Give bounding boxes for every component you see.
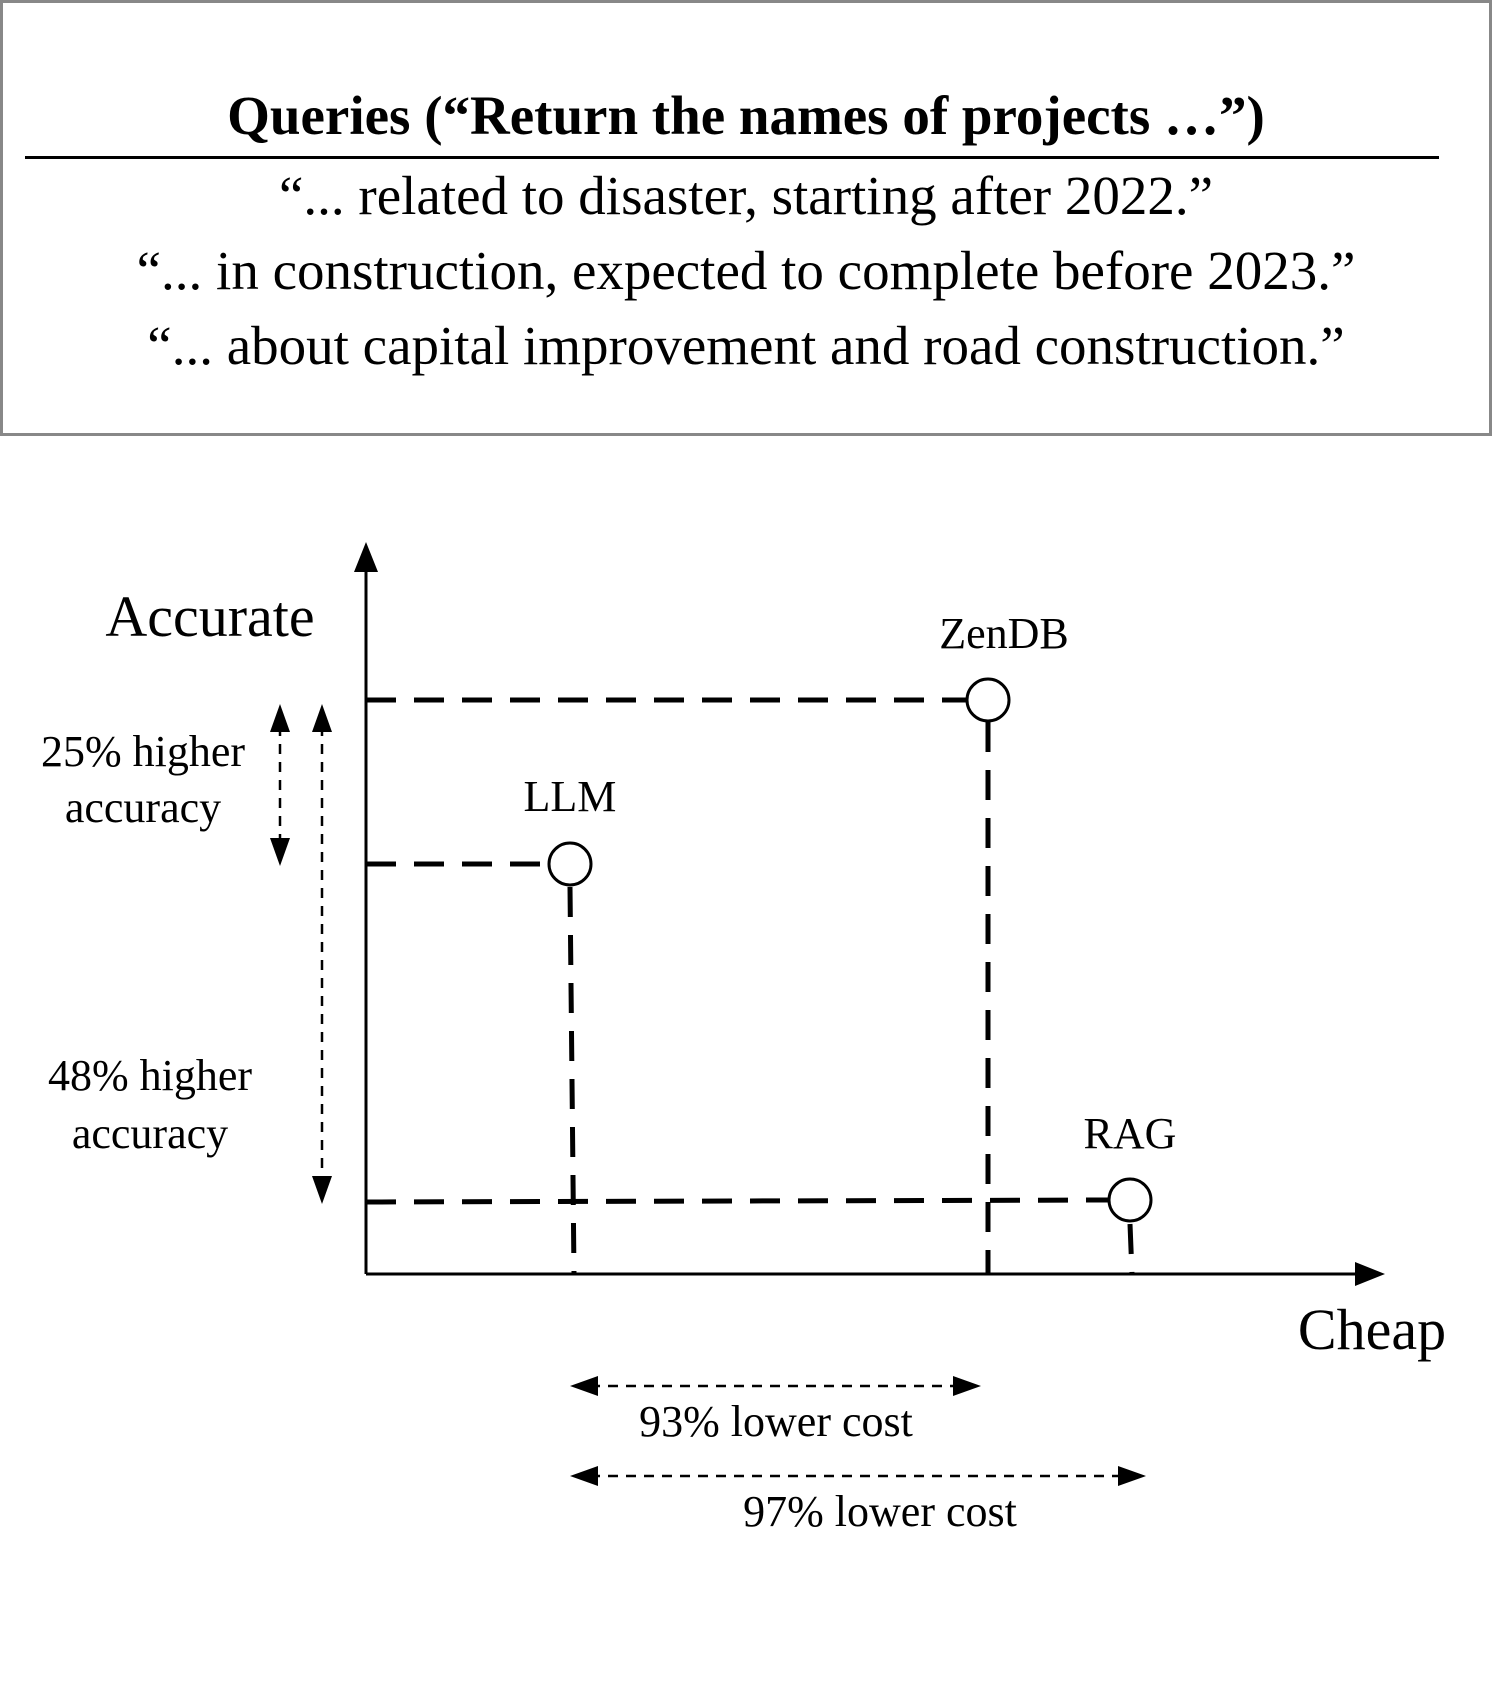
zendb-label: ZenDB [939, 609, 1069, 658]
cost-93-label: 93% lower cost [639, 1397, 913, 1446]
acc-48-arrowhead-down [312, 1176, 332, 1204]
query-line-3: “... about capital improvement and road … [147, 315, 1345, 376]
query-line-2: “... in construction, expected to comple… [136, 240, 1356, 301]
x-axis-label: Cheap [1298, 1297, 1446, 1362]
acc-25-label-line1: 25% higher [41, 727, 245, 776]
llm-label: LLM [524, 772, 617, 821]
y-axis-arrowhead [354, 542, 378, 572]
acc-25-arrowhead-up [270, 704, 290, 732]
queries-box: Queries (“Return the names of projects …… [0, 0, 1492, 436]
tradeoff-diagram: Accurate Cheap ZenDB LLM RAG 25% higher … [41, 542, 1446, 1536]
rag-vertical-guide [1127, 1223, 1135, 1275]
cost-93-arrowhead-left [570, 1376, 598, 1396]
cost-97-arrowhead-right [1118, 1466, 1146, 1486]
x-axis-arrowhead [1355, 1262, 1385, 1286]
acc-25-label-line2: accuracy [65, 783, 221, 832]
acc-48-label-line2: accuracy [72, 1109, 228, 1158]
acc-48-arrowhead-up [312, 704, 332, 732]
query-line-1: “... related to disaster, starting after… [279, 165, 1213, 226]
llm-point [547, 841, 593, 887]
acc-25-arrowhead-down [270, 838, 290, 866]
queries-divider [25, 156, 1439, 159]
rag-horizontal-guide [365, 1197, 1109, 1205]
queries-title: Queries (“Return the names of projects …… [227, 85, 1265, 146]
rag-label: RAG [1084, 1109, 1177, 1158]
zendb-point [965, 677, 1011, 723]
acc-48-label-line1: 48% higher [48, 1051, 252, 1100]
cost-97-arrowhead-left [570, 1466, 598, 1486]
rag-point [1107, 1177, 1153, 1223]
cost-93-arrowhead-right [953, 1376, 981, 1396]
llm-vertical-guide [567, 886, 577, 1275]
cost-97-label: 97% lower cost [743, 1487, 1017, 1536]
y-axis-label: Accurate [105, 584, 314, 649]
